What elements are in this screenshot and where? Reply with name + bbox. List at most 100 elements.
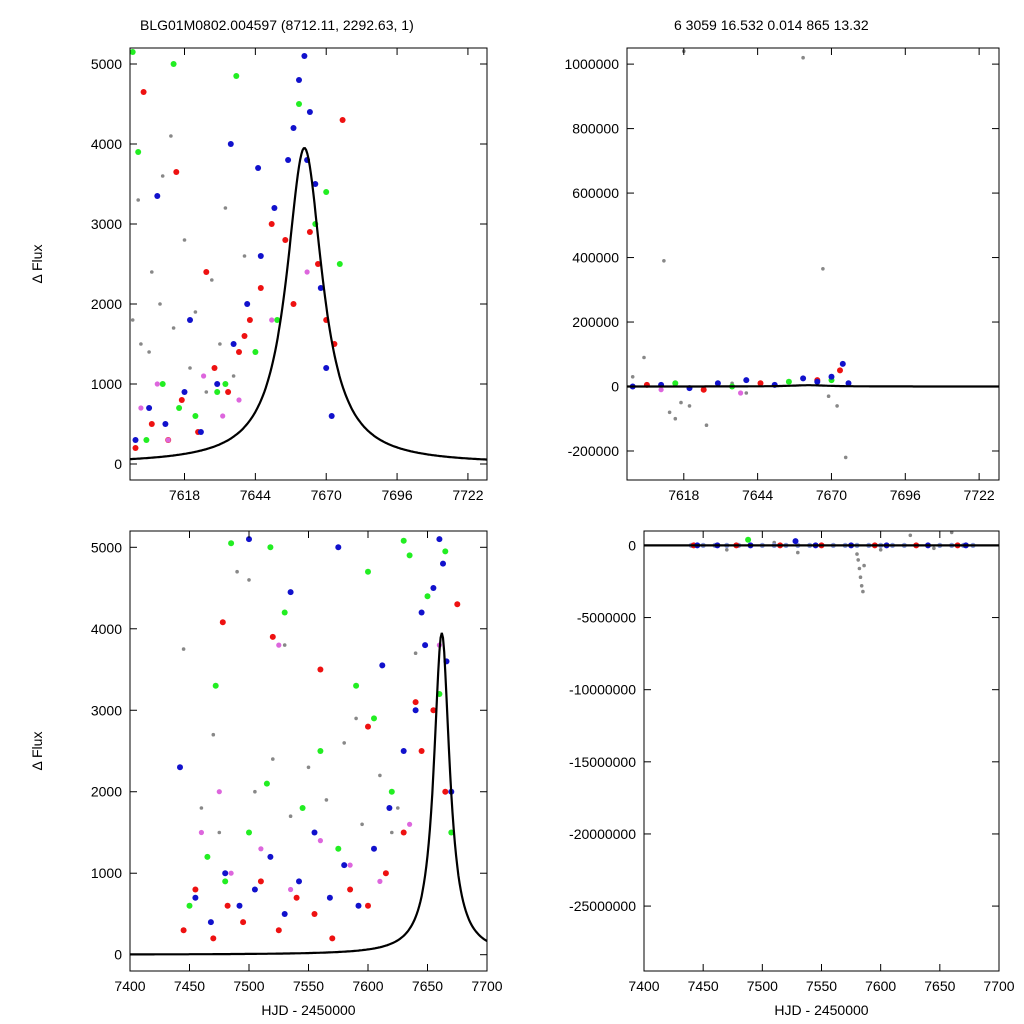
data-point-red: [365, 723, 371, 730]
data-point-grey: [858, 575, 863, 579]
y-tick-label: -25000000: [569, 898, 636, 914]
data-point-green: [135, 149, 142, 155]
data-point-blue: [386, 805, 393, 811]
data-point-red: [339, 117, 346, 123]
data-point-green: [263, 780, 270, 787]
data-point-red: [269, 633, 276, 640]
y-tick-label: -20000000: [569, 826, 636, 842]
data-point-red: [140, 89, 147, 95]
data-point-grey: [821, 267, 825, 271]
data-point-green: [371, 715, 377, 722]
data-point-magenta: [258, 846, 264, 852]
data-point-blue: [301, 53, 308, 59]
model-curve: [130, 632, 487, 956]
data-point-magenta: [236, 397, 242, 403]
x-tick-label: 7600: [352, 978, 383, 994]
data-point-green: [745, 536, 752, 543]
data-point-grey: [150, 270, 154, 274]
data-point-red: [306, 229, 313, 235]
data-point-magenta: [377, 878, 383, 885]
data-point-blue: [814, 378, 821, 385]
data-point-red: [311, 911, 318, 917]
data-point-grey: [856, 558, 860, 562]
data-point-green: [192, 413, 199, 419]
data-point-magenta: [738, 390, 744, 396]
data-point-blue: [312, 181, 319, 187]
x-tick-label: 7670: [816, 487, 847, 503]
data-point-blue: [285, 157, 292, 163]
data-point-blue: [154, 193, 161, 199]
model-curve: [627, 384, 999, 388]
data-point-grey: [687, 404, 692, 408]
data-point-green: [130, 49, 136, 55]
data-point-blue: [714, 380, 721, 387]
data-point-grey: [667, 410, 672, 415]
data-point-blue: [230, 341, 237, 347]
data-point-red: [700, 386, 707, 393]
data-point-magenta: [198, 829, 204, 836]
data-point-grey: [199, 806, 204, 810]
data-point-green: [785, 378, 792, 385]
data-point-grey: [949, 531, 954, 535]
x-tick-label: 7700: [983, 978, 1014, 994]
data-point-blue: [440, 560, 446, 567]
data-point-grey: [396, 806, 400, 810]
x-axis-title: HJD - 2450000: [774, 1002, 868, 1018]
y-tick-label: 1000: [91, 865, 122, 881]
data-point-green: [233, 73, 240, 79]
data-point-grey: [662, 259, 666, 263]
data-point-red: [224, 902, 231, 909]
data-point-grey: [796, 550, 800, 555]
data-point-grey: [843, 455, 848, 460]
data-point-green: [222, 878, 229, 885]
y-tick-label: -5000000: [577, 610, 636, 626]
plot-frame: [626, 47, 1000, 481]
y-tick-label: 0: [114, 947, 122, 963]
data-point-blue: [430, 585, 437, 591]
data-point-grey: [193, 310, 198, 314]
x-tick-label: 7650: [924, 978, 955, 994]
x-tick-label: 7700: [471, 978, 502, 994]
data-point-red: [400, 829, 407, 836]
data-point-red: [203, 269, 210, 275]
data-point-grey: [158, 302, 162, 306]
data-point-green: [317, 748, 324, 754]
data-point-grey: [139, 342, 143, 346]
data-point-grey: [242, 254, 247, 258]
data-point-magenta: [276, 642, 282, 648]
data-point-green: [406, 552, 413, 559]
panel-bottom-left: 7400 7450 7500 7550 7600 7650 7700 0 1000 2000 300…: [29, 530, 503, 1018]
data-point-blue: [287, 589, 294, 596]
data-point-grey: [826, 394, 831, 399]
data-point-red: [329, 935, 336, 942]
y-tick-label: 1000: [91, 376, 122, 392]
data-point-red: [430, 707, 437, 714]
data-point-red: [317, 666, 324, 673]
data-point-blue: [306, 109, 313, 115]
data-point-magenta: [347, 862, 353, 868]
data-points: [177, 536, 461, 942]
data-point-blue: [379, 662, 386, 669]
data-point-grey: [857, 566, 862, 571]
data-point-blue: [412, 707, 419, 714]
data-point-blue: [400, 748, 407, 754]
data-point-grey: [354, 716, 358, 721]
x-tick-label: 7618: [169, 487, 200, 503]
data-point-blue: [236, 902, 243, 909]
data-point-green: [353, 682, 360, 689]
data-point-red: [454, 601, 461, 608]
data-point-red: [236, 349, 242, 355]
data-point-blue: [227, 141, 234, 147]
data-point-blue: [792, 538, 799, 545]
data-point-green: [335, 845, 342, 852]
data-point-red: [210, 935, 217, 942]
data-point-grey: [235, 569, 239, 574]
x-tick-label: 7650: [412, 978, 443, 994]
data-point-grey: [160, 174, 165, 178]
data-point-blue: [436, 536, 443, 543]
data-points: [130, 49, 346, 451]
data-point-grey: [188, 366, 192, 370]
data-point-red: [757, 380, 764, 387]
y-tick-label: 0: [611, 379, 619, 395]
